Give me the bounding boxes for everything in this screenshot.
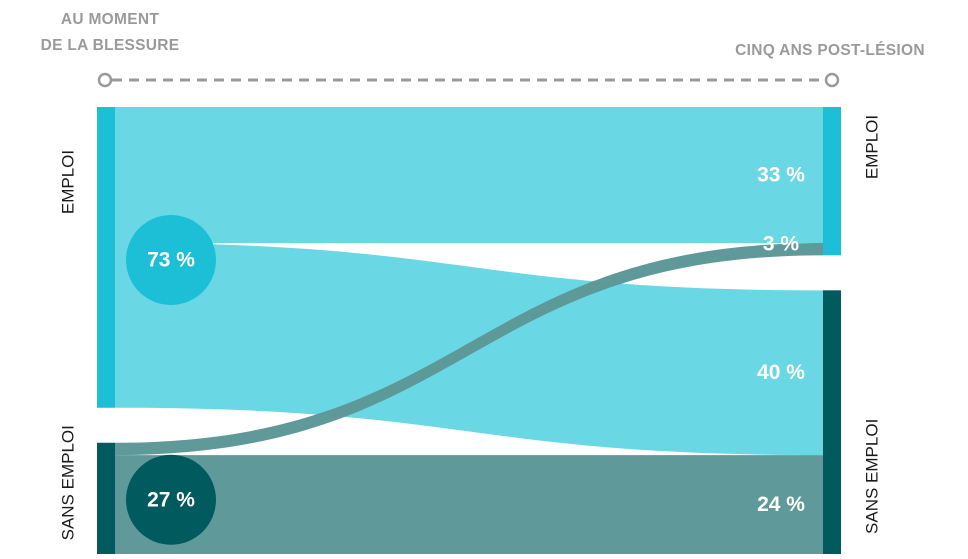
flow-sans-emploi-to-sans-emploi xyxy=(115,455,823,554)
flow-label-sans-emploi-to-emploi: 3 % xyxy=(763,232,800,255)
left-header-line1: AU MOMENT xyxy=(61,11,160,28)
right-node-bar-sans-emploi xyxy=(823,290,841,554)
left-value-circle-emploi xyxy=(126,215,216,305)
flow-emploi-to-emploi xyxy=(115,107,823,243)
flows-layer xyxy=(115,107,823,554)
left-node-label-sans-emploi: SANS EMPLOI xyxy=(59,425,78,540)
right-node-label-emploi: EMPLOI xyxy=(863,115,882,179)
flow-label-sans-emploi-to-sans-emploi: 24 % xyxy=(757,493,805,516)
right-header: CINQ ANS POST-LÉSION xyxy=(735,42,925,59)
left-node-bar-sans-emploi xyxy=(97,442,115,554)
left-value-label-emploi: 73 % xyxy=(147,249,195,272)
right-node-label-sans-emploi: SANS EMPLOI xyxy=(863,419,882,534)
left-node-label-emploi: EMPLOI xyxy=(59,150,78,214)
flow-label-emploi-to-sans-emploi: 40 % xyxy=(757,361,805,384)
flow-label-emploi-to-emploi: 33 % xyxy=(757,163,805,186)
left-value-label-sans-emploi: 27 % xyxy=(147,488,195,511)
flow-sans-emploi-to-emploi xyxy=(115,242,823,456)
right-node-bar-emploi xyxy=(823,107,841,256)
timeline-end-marker xyxy=(824,72,840,88)
left-node-bar-emploi xyxy=(97,107,115,408)
left-header-line2: DE LA BLESSURE xyxy=(41,37,180,54)
timeline-start-marker xyxy=(97,72,113,88)
left-value-circle-sans-emploi xyxy=(126,454,216,545)
